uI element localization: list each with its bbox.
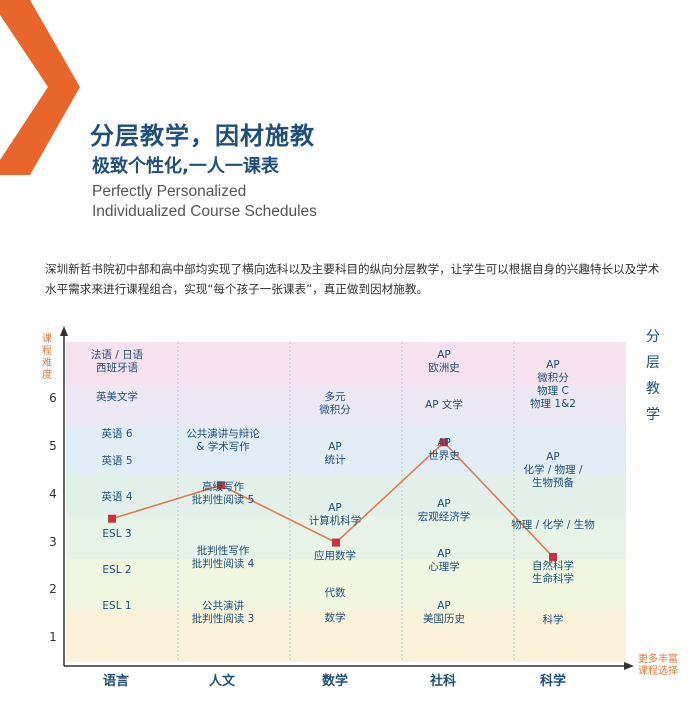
y-axis-label: 课程难度 [42, 334, 52, 381]
x-axis-arrow [624, 662, 634, 670]
course-ap-statistics: 统计 [324, 454, 346, 466]
course-spanish: 西班牙语 [96, 362, 138, 374]
difficulty-band-5 [66, 425, 626, 474]
difficulty-point-科学 [549, 552, 557, 561]
course-ap-calculus: 微积分 [537, 372, 569, 384]
course-ap-chem-phys: 化学 / 物理 / [523, 464, 583, 476]
course-critical-writing: 批判性写作 [196, 545, 250, 557]
course-english-5: 英语 5 [101, 455, 133, 467]
difficulty-band-6 [66, 384, 626, 426]
course-ap-label-statistics: AP [328, 441, 342, 453]
page-title: 分层教学，因材施教 [90, 122, 315, 150]
intro-paragraph: 深圳新哲书院初中部和高中部均实现了横向选科以及主要科目的纵向分层教学，让学生可以… [45, 262, 660, 296]
course-science: 科学 [542, 614, 564, 626]
course-ap-macroeconomics: 宏观经济学 [417, 511, 471, 523]
y-tick-1: 1 [49, 630, 57, 645]
column-label-math: 数学 [321, 674, 348, 689]
orange-chevron-decoration [0, 0, 80, 175]
y-tick-6: 6 [49, 391, 57, 406]
course-ap-label-us-history: AP [437, 600, 451, 612]
course-esl-1: ESL 1 [102, 600, 132, 612]
y-tick-5: 5 [49, 439, 57, 454]
difficulty-band-3 [66, 516, 626, 560]
course-ap-label-sciences: AP [546, 451, 560, 463]
course-ap-world-history: 世界史 [428, 450, 460, 462]
course-ap-us-history: 美国历史 [423, 613, 465, 625]
column-label-humanities: 人文 [208, 674, 235, 689]
y-tick-2: 2 [49, 582, 57, 597]
course-critical-reading-5: 批判性阅读 5 [191, 494, 255, 506]
course-ap-label-psychology: AP [437, 548, 451, 560]
difficulty-point-数学 [332, 538, 340, 547]
column-dividers [177, 342, 515, 662]
column-label-science: 科学 [539, 674, 566, 689]
y-tick-4: 4 [49, 486, 57, 501]
course-critical-reading-3: 批判性阅读 3 [191, 613, 255, 625]
course-mathematics: 数学 [324, 612, 346, 624]
course-multivariable: 多元 [324, 391, 346, 403]
x-axis-label: 更多丰富 课程选择 [638, 654, 678, 677]
course-ap-literature: AP 文学 [425, 399, 463, 411]
difficulty-line-series [108, 438, 557, 561]
y-tick-3: 3 [49, 534, 57, 549]
difficulty-band-1 [66, 609, 626, 662]
side-title: 分层教学 [646, 329, 660, 423]
course-academic-writing: & 学术写作 [196, 441, 250, 453]
course-ap-label-cs: AP [328, 502, 342, 514]
course-ap-european-history: 欧洲史 [428, 362, 460, 374]
course-public-speaking: 公共演讲 [202, 600, 244, 612]
course-applied-math: 应用数学 [314, 550, 356, 562]
page-subtitle-cn: 极致个性化,一人一课表 [92, 156, 279, 177]
course-ap-psychology: 心理学 [428, 561, 460, 573]
course-english-4: 英语 4 [101, 491, 133, 503]
course-public-speaking-debate: 公共演讲与辩论 [186, 428, 260, 440]
course-ap-label-calculus: AP [546, 359, 560, 371]
course-critical-reading-4: 批判性阅读 4 [191, 558, 255, 570]
course-french-japanese: 法语 / 日语 [90, 349, 144, 361]
course-esl-3: ESL 3 [102, 528, 132, 540]
course-esl-2: ESL 2 [102, 564, 132, 576]
course-natural-science: 自然科学 [532, 560, 574, 572]
course-english-6: 英语 6 [101, 428, 133, 440]
course-ap-label-world-history: AP [437, 437, 451, 449]
course-algebra: 代数 [324, 587, 346, 599]
course-english-literature: 英美文学 [96, 391, 138, 403]
course-phys-chem-bio: 物理 / 化学 / 生物 [511, 519, 595, 531]
difficulty-band-4 [66, 473, 626, 517]
course-physics-1-2: 物理 1&2 [530, 398, 576, 410]
difficulty-point-语言 [108, 514, 116, 523]
course-ap-computer-science: 计算机科学 [308, 515, 362, 527]
difficulty-band-2 [66, 559, 626, 610]
course-ap-label-european-history: AP [437, 349, 451, 361]
course-ap-label-macroeconomics: AP [437, 498, 451, 510]
course-physics-c: 物理 C [537, 385, 569, 397]
course-life-science: 生命科学 [532, 573, 574, 585]
course-pre-biology: 生物预备 [532, 477, 574, 489]
page-subtitle-en-line2: Individualized Course Schedules [92, 203, 317, 220]
page-subtitle-en-line1: Perfectly Personalized [92, 183, 247, 200]
course-multivariable-calculus: 微积分 [319, 404, 351, 416]
column-label-language: 语言 [102, 674, 129, 689]
column-label-social-science: 社科 [429, 674, 456, 689]
difficulty-point-人文 [217, 481, 225, 490]
difficulty-band-7 [66, 342, 626, 385]
difficulty-point-社科 [440, 438, 448, 447]
course-advanced-writing: 高级写作 [202, 481, 244, 493]
y-axis-arrow [60, 326, 68, 336]
difficulty-bands [66, 342, 626, 662]
